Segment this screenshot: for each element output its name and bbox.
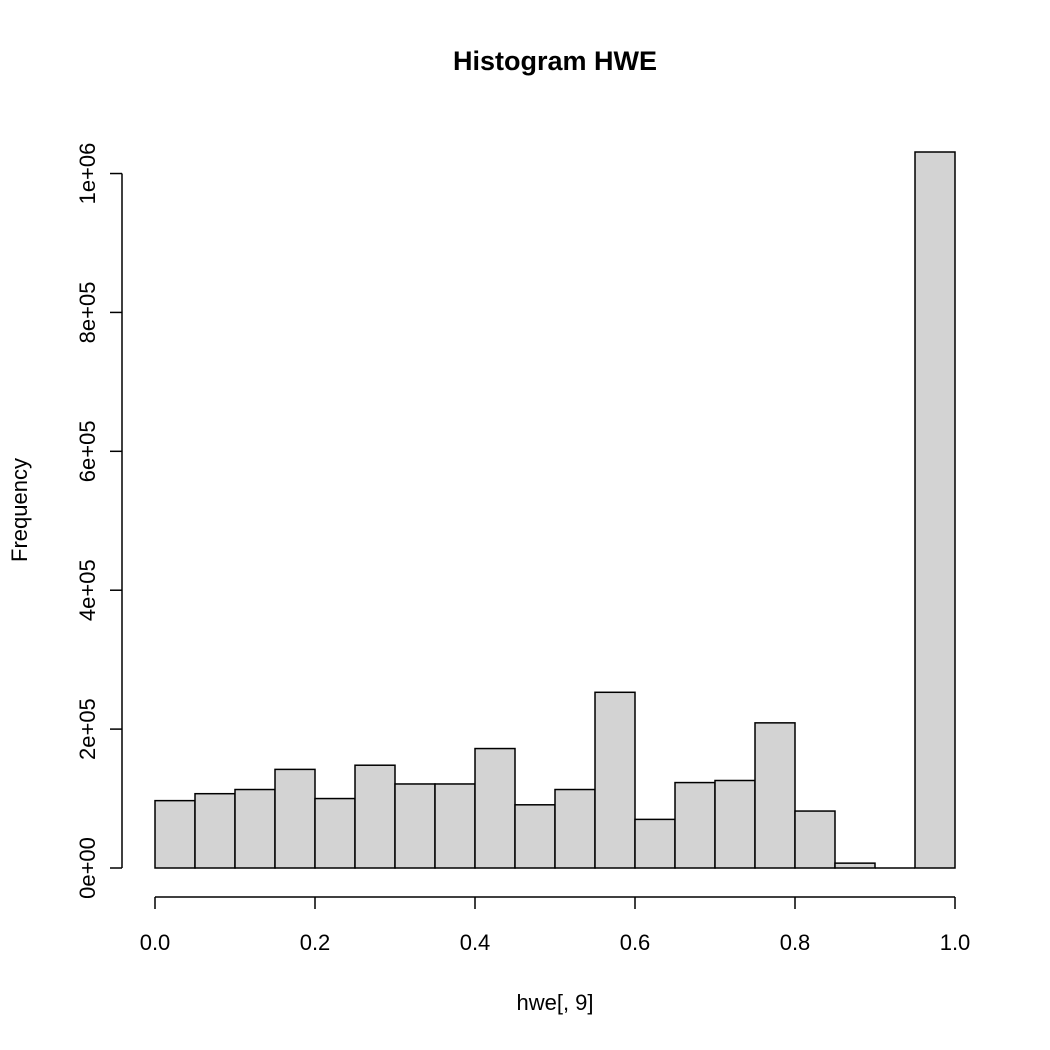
histogram-bar	[634, 818, 676, 869]
histogram-bar	[914, 151, 956, 869]
y-axis: 0e+00 2e+05 4e+05 6e+05 8e+05 1e+06	[75, 143, 123, 899]
histogram-bar	[594, 691, 636, 869]
chart-title: Histogram HWE	[453, 46, 657, 76]
histogram-bar	[514, 804, 556, 869]
histogram-bar	[474, 747, 516, 869]
histogram-bar	[394, 783, 436, 869]
histogram-bar	[754, 722, 796, 869]
histogram-bar	[194, 792, 236, 869]
y-tick-label: 6e+05	[75, 420, 100, 482]
histogram-bar	[354, 764, 396, 869]
y-axis-label: Frequency	[7, 458, 32, 562]
x-tick-label: 0.2	[300, 930, 331, 955]
y-tick-label: 2e+05	[75, 698, 100, 760]
y-tick-label: 8e+05	[75, 282, 100, 344]
x-axis: 0.0 0.2 0.4 0.6 0.8 1.0	[140, 896, 971, 955]
histogram-bar	[314, 797, 356, 869]
x-tick-label: 1.0	[940, 930, 971, 955]
histogram-bar	[834, 862, 876, 869]
x-tick-label: 0.8	[780, 930, 811, 955]
histogram-bar	[234, 788, 276, 869]
histogram-bar	[714, 779, 756, 869]
histogram-bar	[554, 788, 596, 869]
x-tick-label: 0.6	[620, 930, 651, 955]
bars-group	[154, 151, 956, 869]
y-tick-label: 0e+00	[75, 837, 100, 899]
x-tick-label: 0.4	[460, 930, 491, 955]
histogram-bar	[154, 799, 196, 869]
x-axis-label: hwe[, 9]	[516, 990, 593, 1015]
histogram-bar	[794, 810, 836, 869]
y-tick-label: 4e+05	[75, 559, 100, 621]
histogram-bar	[674, 781, 716, 869]
x-tick-label: 0.0	[140, 930, 171, 955]
histogram-bar	[434, 783, 476, 869]
histogram-bar	[274, 768, 316, 869]
y-tick-label: 1e+06	[75, 143, 100, 205]
